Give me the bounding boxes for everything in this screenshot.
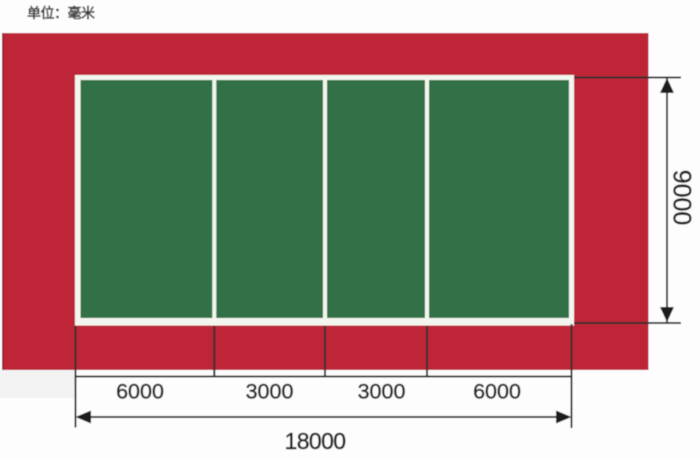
svg-text:9000: 9000 xyxy=(668,170,696,226)
svg-text:18000: 18000 xyxy=(285,428,346,454)
svg-text:单位：毫米: 单位：毫米 xyxy=(27,5,96,21)
svg-text:6000: 6000 xyxy=(116,380,164,404)
svg-text:6000: 6000 xyxy=(473,380,521,404)
svg-text:3000: 3000 xyxy=(358,380,406,404)
svg-text:3000: 3000 xyxy=(246,380,294,404)
